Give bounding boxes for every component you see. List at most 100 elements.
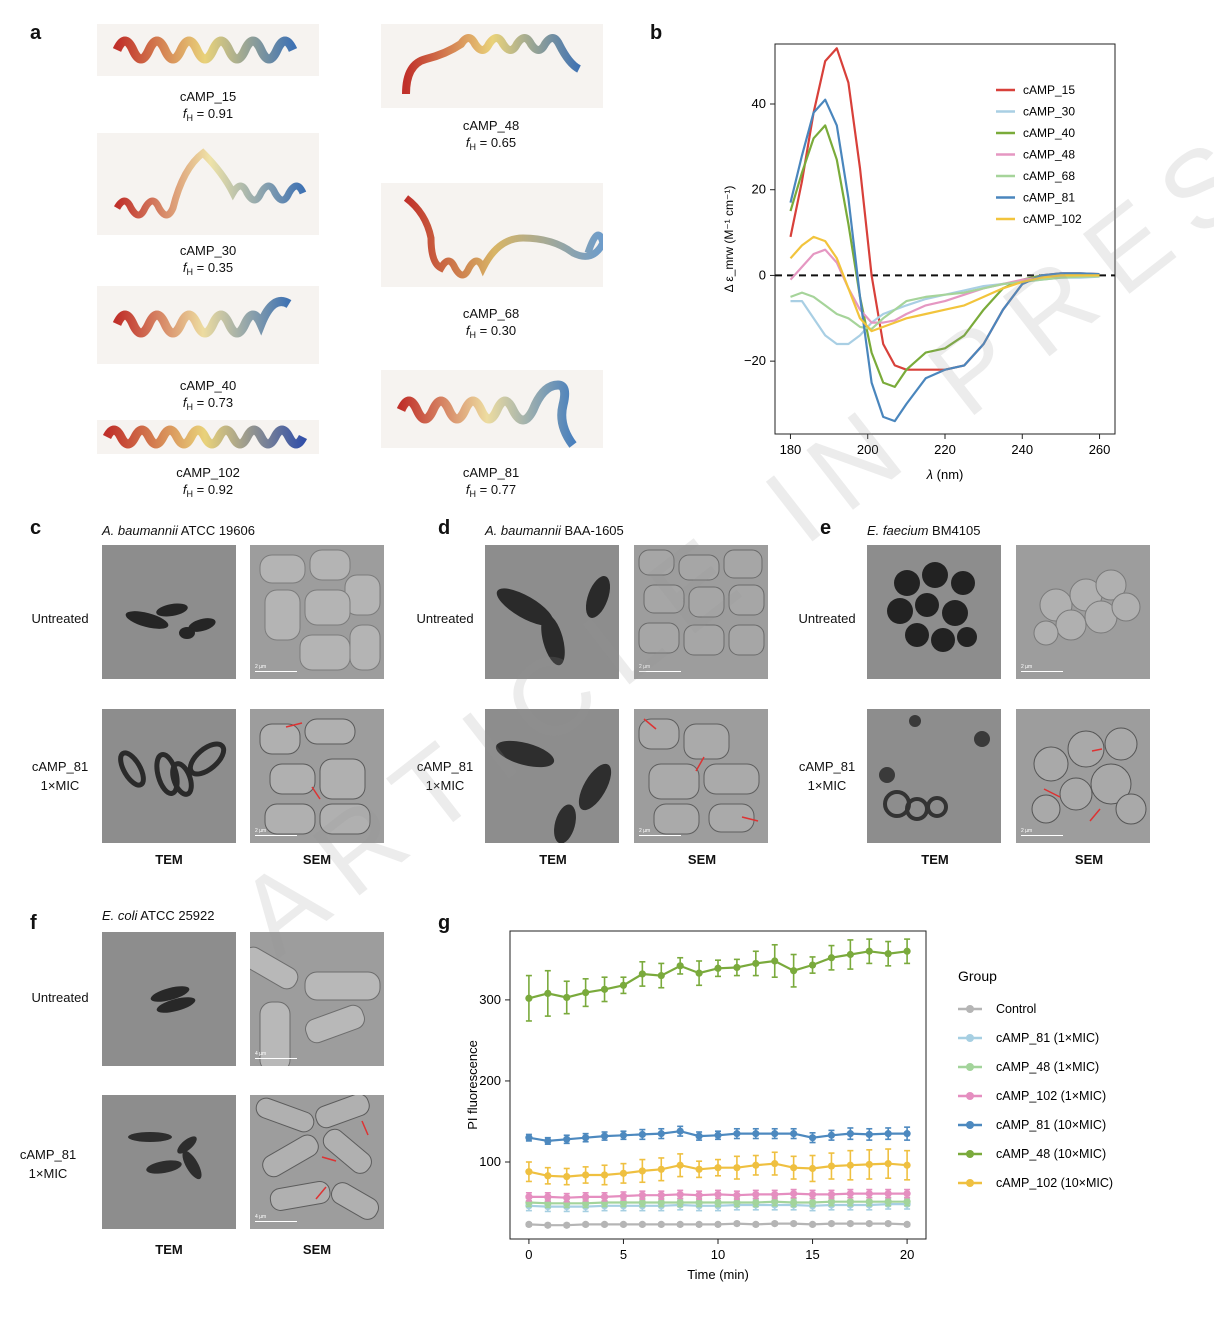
pi-data-point [865,1130,873,1139]
sem-treated-d: 2 µm [634,709,768,843]
pi-data-point [903,1161,911,1169]
pi-legend-label-camp-81-1-mic: cAMP_81 (1×MIC) [996,1031,1099,1045]
watermark-text: ARTICLE IN PRESS [216,45,1214,978]
pi-data-point [657,1191,665,1199]
pi-data-point [544,1193,552,1201]
pi-data-point [865,947,873,955]
pi-data-point [771,1130,779,1138]
pi-data-point [903,1220,911,1229]
col-label-tem-c: TEM [155,852,183,867]
pi-x-tick-label: 0 [525,1247,532,1262]
pi-x-tick-label: 15 [805,1247,819,1262]
cd-legend-label-camp-40: cAMP_40 [1023,126,1075,140]
pi-data-point [733,1164,741,1172]
pi-data-point [714,1220,722,1229]
cd-legend-label-camp-68: cAMP_68 [1023,169,1075,183]
structure-caption-camp48: cAMP_48 fH = 0.65 [462,118,520,152]
pi-data-point [827,1190,836,1199]
structure-caption-camp40: cAMP_40 fH = 0.73 [179,378,237,412]
pi-data-point [563,993,571,1002]
row-label-treated-e: cAMP_81 1×MIC [798,759,856,793]
pi-data-point [752,1190,760,1199]
panel-label-c: c [30,517,42,539]
pi-data-point [619,1220,628,1229]
structure-image-camp81 [381,370,603,448]
sem-untreated-f: 4 µm [250,932,384,1066]
pi-legend-label-camp-102-1-mic: cAMP_102 (1×MIC) [996,1089,1106,1103]
pi-data-point [903,1190,911,1198]
pi-y-tick-label: 200 [479,1073,501,1088]
pi-data-point [771,1220,779,1228]
pi-data-point [865,1190,873,1198]
structure-image-camp68 [381,183,603,287]
pi-data-point [676,962,684,970]
cd-legend-label-camp-30: cAMP_30 [1023,105,1075,119]
tem-untreated-d [485,545,619,679]
pi-data-point [884,950,892,958]
pi-data-point [790,1130,798,1138]
pi-data-point [657,1165,665,1173]
pi-data-point [884,1220,892,1228]
tem-treated-f [102,1095,236,1229]
pi-series-camp-102-10-mic [525,1148,911,1186]
pi-data-point [525,994,533,1002]
col-label-tem-d: TEM [539,852,567,867]
tem-untreated-c [102,545,236,679]
cd-y-axis-label: Δ ε_mrw (M⁻¹ cm⁻¹) [722,186,736,293]
structure-image-camp48 [381,24,603,108]
pi-data-point [619,1131,628,1139]
row-label-untreated-c: Untreated [31,611,89,626]
row-label-treated-d: cAMP_81 1×MIC [416,759,474,793]
cd-series-line-camp-102 [789,235,1100,333]
pi-data-point [903,947,911,955]
row-label-untreated-e: Untreated [798,611,856,626]
pi-data-point [846,1190,854,1198]
pi-data-point [638,1191,646,1199]
pi-x-tick-label: 10 [711,1247,725,1262]
pi-legend-marker-control [966,1005,974,1013]
pi-data-point [714,1131,722,1139]
pi-data-point [865,1198,873,1206]
pi-y-axis-label: PI fluorescence [465,1040,480,1130]
pi-data-point [714,1198,722,1207]
pi-data-point [582,1171,590,1179]
pi-data-point [582,1193,590,1201]
col-label-tem-f: TEM [155,1242,183,1257]
tem-treated-d [485,709,619,843]
pi-data-point [846,1198,854,1206]
pi-data-point [600,1171,609,1179]
pi-data-point [638,1220,646,1229]
pi-x-tick-label: 5 [620,1247,627,1262]
pi-data-point [544,989,552,998]
pi-data-point [525,1168,533,1176]
pi-legend-marker-camp-81-10-mic [966,1121,974,1129]
pi-data-point [846,1161,854,1169]
pi-data-point [808,1190,817,1199]
pi-data-point [752,1130,760,1138]
pi-data-point [827,1198,836,1206]
pi-data-point [827,1220,836,1228]
pi-data-point [563,1172,571,1181]
pi-data-point [733,963,741,972]
pi-data-point [752,1220,760,1229]
sem-untreated-e: 2 µm [1016,545,1150,679]
cd-legend-label-camp-102: cAMP_102 [1023,212,1082,226]
row-label-untreated-f: Untreated [31,990,89,1005]
pi-data-point [827,1162,836,1170]
pi-data-point [676,1198,684,1207]
pi-data-point [884,1190,892,1198]
pi-data-point [752,959,760,968]
pi-data-point [582,1220,590,1229]
pi-data-point [695,1132,703,1140]
pi-data-point [676,1161,684,1169]
pi-y-tick-label: 100 [479,1154,501,1169]
sem-untreated-d: 2 µm [634,545,768,679]
pi-data-point [714,964,722,972]
pi-data-point [676,1127,684,1135]
panel-label-d: d [438,517,451,539]
panel-label-e: e [820,517,832,539]
pi-data-point [771,1160,779,1168]
strain-label-d: A. baumannii BAA-1605 [485,523,624,538]
col-label-sem-f: SEM [302,1242,332,1257]
panel-label-b: b [650,22,663,44]
